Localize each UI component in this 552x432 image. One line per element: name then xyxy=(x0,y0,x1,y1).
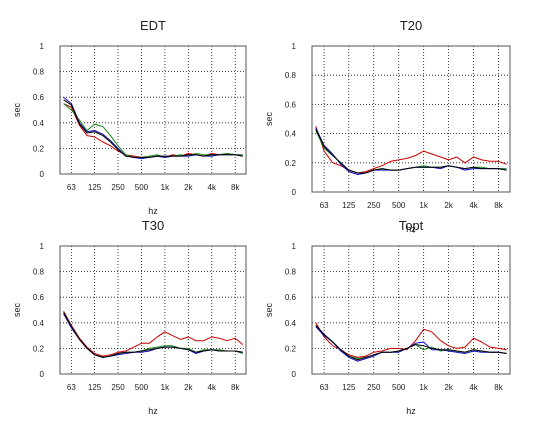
y-tick-label: 0.6 xyxy=(33,93,45,102)
chart-panel-t30: T30 0 0.2 0.4 0.6 0.8 1 63 125 250 500 1k 2k 4k 8k hz se… xyxy=(12,218,247,416)
x-tick-label: 1k xyxy=(161,183,170,192)
chart-panel-topt: Topt 0 0.2 0.4 0.6 0.8 1 63 125 250 500 1k 2k 4k 8k hz s… xyxy=(264,218,511,416)
x-tick-label: 2k xyxy=(184,183,193,192)
y-axis-label: sec xyxy=(12,303,22,318)
chart-title: T20 xyxy=(400,18,422,33)
x-tick-label: 4k xyxy=(469,383,478,392)
plot-frame xyxy=(311,245,511,375)
x-tick-label: 4k xyxy=(469,201,478,210)
x-tick-label: 250 xyxy=(111,183,125,192)
x-tick-label: 4k xyxy=(208,383,217,392)
y-axis-label: sec xyxy=(12,103,22,118)
y-tick-label: 1 xyxy=(292,242,297,251)
y-tick-label: 0.4 xyxy=(33,119,45,128)
y-tick-label: 0.4 xyxy=(33,319,45,328)
chart-title: Topt xyxy=(399,218,424,233)
x-tick-label: 250 xyxy=(111,383,125,392)
x-tick-label: 63 xyxy=(320,383,329,392)
x-tick-label: 8k xyxy=(231,383,240,392)
x-tick-label: 8k xyxy=(231,183,240,192)
y-tick-label: 0.6 xyxy=(285,293,297,302)
x-tick-label: 500 xyxy=(392,201,406,210)
y-tick-label: 0 xyxy=(40,370,45,379)
x-tick-label: 63 xyxy=(320,201,329,210)
series-line-black xyxy=(315,325,507,361)
x-tick-label: 8k xyxy=(494,201,503,210)
x-tick-label: 2k xyxy=(444,201,453,210)
chart-panel-edt: EDT 0 0.2 0.4 0.6 0.8 1 63 125 250 500 1k 2k 4k 8k hz se… xyxy=(12,18,247,216)
y-tick-label: 0.2 xyxy=(33,144,45,153)
y-axis-label: sec xyxy=(264,112,274,127)
chart-panel-t20: T20 0 0.2 0.4 0.6 0.8 1 63 125 250 500 1k 2k 4k 8k hz se… xyxy=(264,18,511,234)
chart-title: EDT xyxy=(140,18,166,33)
x-tick-label: 250 xyxy=(367,201,381,210)
x-tick-label: 500 xyxy=(135,183,149,192)
x-tick-label: 2k xyxy=(184,383,193,392)
x-tick-label: 1k xyxy=(419,201,428,210)
x-axis-label: hz xyxy=(148,206,158,216)
y-tick-label: 0.8 xyxy=(33,268,45,277)
x-tick-label: 125 xyxy=(88,183,102,192)
y-tick-label: 0 xyxy=(292,188,297,197)
x-tick-label: 500 xyxy=(392,383,406,392)
y-tick-label: 1 xyxy=(40,42,45,51)
x-tick-label: 63 xyxy=(67,383,76,392)
y-tick-label: 0.8 xyxy=(285,268,297,277)
y-tick-label: 0.4 xyxy=(285,130,297,139)
x-tick-label: 63 xyxy=(67,183,76,192)
x-axis-label: hz xyxy=(148,406,158,416)
y-tick-label: 1 xyxy=(292,42,297,51)
y-tick-label: 0.4 xyxy=(285,319,297,328)
y-tick-label: 0.2 xyxy=(285,159,297,168)
x-tick-label: 500 xyxy=(135,383,149,392)
series-line-red xyxy=(63,311,244,357)
y-tick-label: 0 xyxy=(292,370,297,379)
x-tick-label: 8k xyxy=(494,383,503,392)
series-line-red xyxy=(315,322,507,358)
x-tick-label: 125 xyxy=(342,201,356,210)
series-line-green xyxy=(63,103,243,158)
y-tick-label: 0.8 xyxy=(285,71,297,80)
x-axis-label: hz xyxy=(406,406,416,416)
x-axis-label: hz xyxy=(406,224,416,234)
series-line-black xyxy=(315,128,507,174)
x-tick-label: 125 xyxy=(88,383,102,392)
y-axis-label: sec xyxy=(264,303,274,318)
x-tick-label: 2k xyxy=(444,383,453,392)
x-tick-label: 125 xyxy=(342,383,356,392)
y-tick-label: 0 xyxy=(40,170,45,179)
y-tick-label: 1 xyxy=(40,242,45,251)
plot-frame xyxy=(59,45,247,175)
plot-frame xyxy=(311,45,511,193)
y-tick-label: 0.2 xyxy=(33,344,45,353)
series-line-black xyxy=(63,312,243,358)
chart-title: T30 xyxy=(142,218,164,233)
y-tick-label: 0.6 xyxy=(33,293,45,302)
series-line-red xyxy=(63,103,243,158)
y-tick-label: 0.2 xyxy=(285,344,297,353)
x-tick-label: 1k xyxy=(161,383,170,392)
x-tick-label: 250 xyxy=(367,383,381,392)
x-tick-label: 1k xyxy=(419,383,428,392)
y-tick-label: 0.6 xyxy=(285,100,297,109)
x-tick-label: 4k xyxy=(208,183,217,192)
y-tick-label: 0.8 xyxy=(33,68,45,77)
series-line-black xyxy=(63,99,243,158)
series-line-blue xyxy=(315,326,507,362)
plot-frame xyxy=(59,245,247,375)
